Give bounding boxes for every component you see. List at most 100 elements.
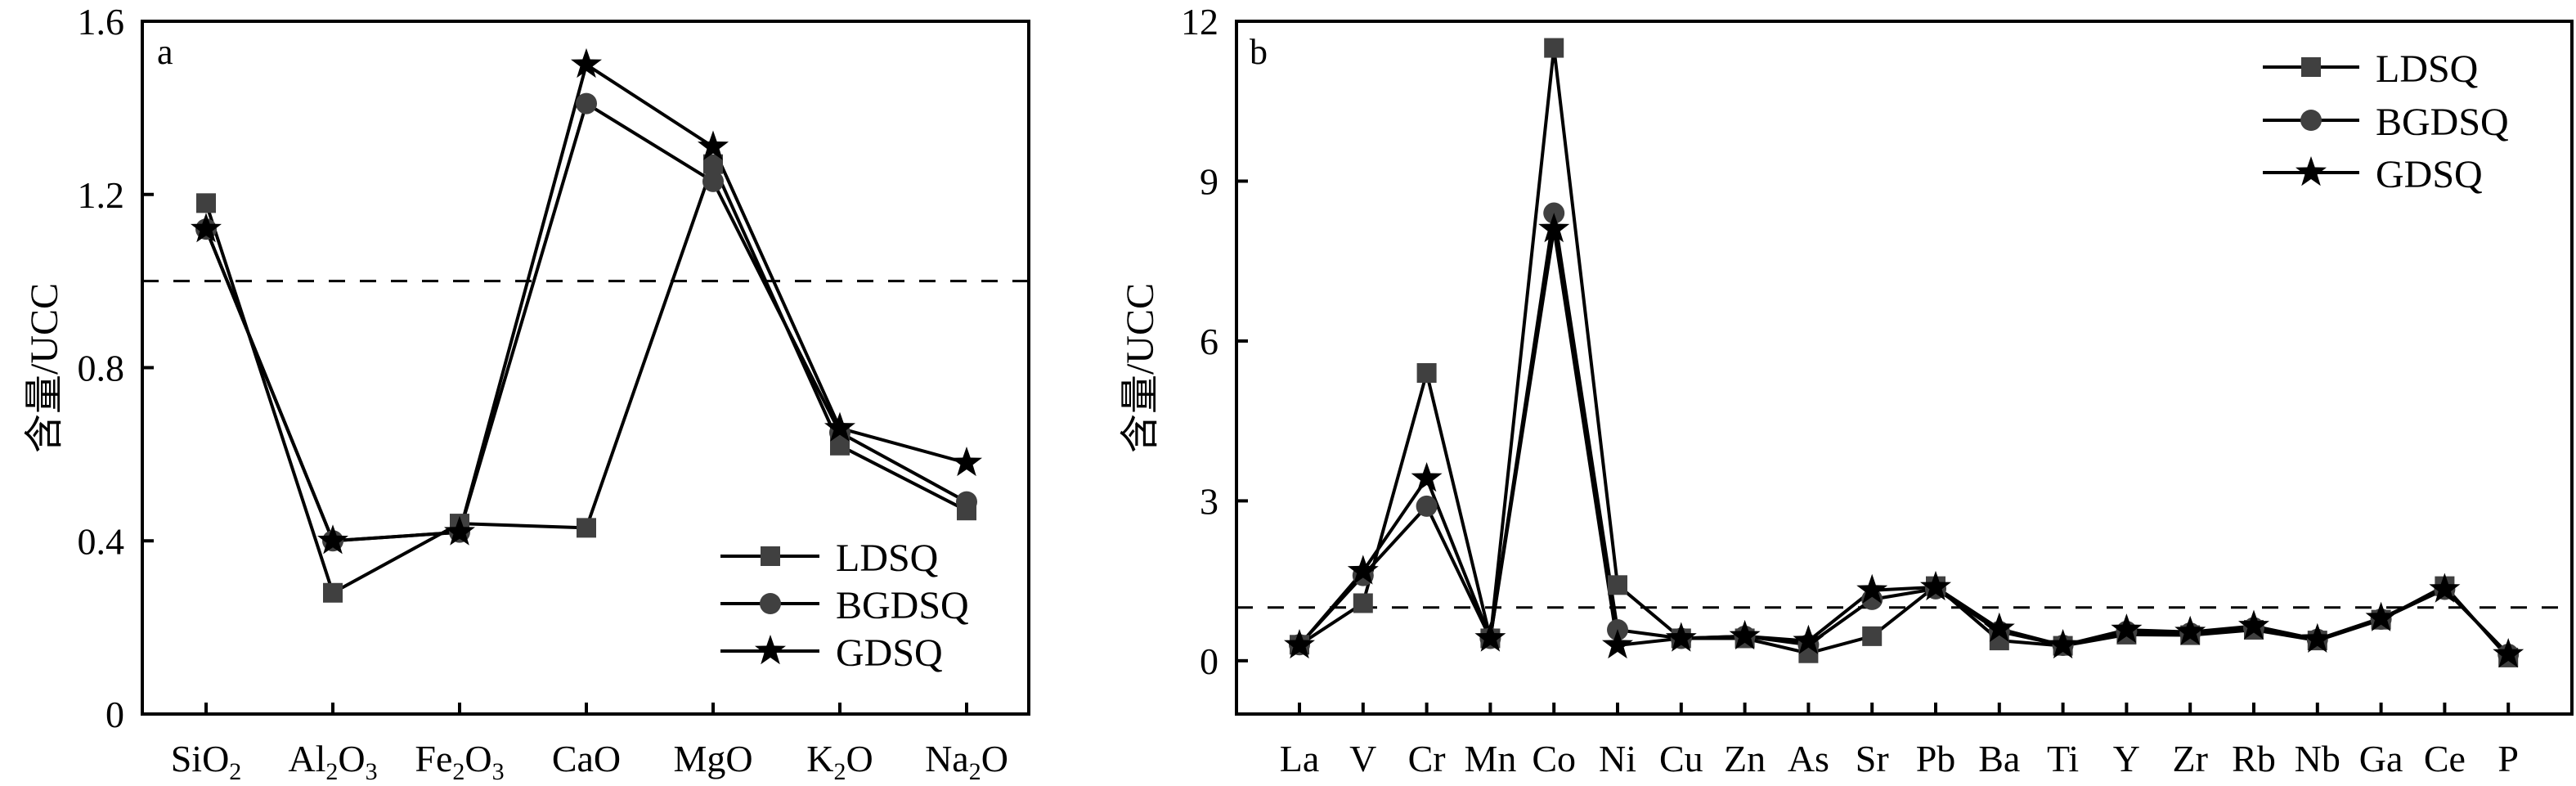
data-point-ldsq-al2o3 [323, 582, 343, 603]
series-bgdsq-markers [195, 92, 977, 552]
x-tick-label: Rb [2232, 738, 2276, 779]
y-tick-label: 1.2 [78, 174, 125, 216]
circle-marker-icon [760, 593, 781, 614]
data-point-gdsq-pb [1920, 570, 1951, 601]
x-tick-label: P [2497, 738, 2519, 779]
data-point-gdsq-ni [1602, 629, 1633, 659]
data-point-gdsq-y [2111, 613, 2143, 644]
legend-item-ldsq: LDSQ [720, 537, 938, 580]
legend-item-bgdsq: BGDSQ [720, 584, 969, 627]
series-line-gdsq [1298, 227, 2510, 656]
data-point-gdsq-cao [571, 47, 602, 79]
data-point-gdsq-k2o [824, 411, 855, 442]
data-point-ldsq-ni [1608, 575, 1627, 595]
y-tick-label: 0 [105, 694, 124, 735]
data-point-gdsq-co [1538, 213, 1570, 243]
x-tick-label: Ce [2424, 738, 2466, 779]
data-point-bgdsq-cao [576, 92, 597, 115]
x-tick-label: Cr [1408, 738, 1446, 779]
data-point-ldsq-co [1544, 38, 1564, 58]
x-tick-label: V [1349, 738, 1376, 779]
y-axis-title: 含量/UCC [1119, 283, 1162, 453]
x-tick-label: Zr [2172, 738, 2207, 779]
data-point-ldsq-sr [1862, 626, 1883, 646]
legend-label: GDSQ [2376, 153, 2483, 196]
series-line-gdsq [204, 62, 967, 543]
data-point-ldsq-sio2 [196, 193, 216, 213]
data-point-gdsq-fe2o3 [444, 515, 475, 546]
y-tick-label: 0.4 [78, 520, 125, 562]
data-point-gdsq-zn [1729, 619, 1761, 650]
x-tick-label: Nb [2295, 738, 2340, 779]
series-line-ldsq [1298, 46, 2510, 659]
data-point-gdsq-cu [1665, 622, 1697, 652]
data-point-gdsq-cr [1411, 462, 1443, 492]
square-marker-icon [2301, 57, 2321, 77]
x-tick-label: Pb [1916, 738, 1956, 779]
data-point-bgdsq-mgo [702, 170, 724, 192]
x-tick-label: Mn [1464, 738, 1516, 779]
x-tick-label: Y [2113, 738, 2140, 779]
legend-label: GDSQ [836, 631, 943, 675]
data-point-bgdsq-cr [1416, 495, 1438, 517]
data-point-gdsq-ba [1983, 612, 2015, 642]
data-point-gdsq-rb [2238, 609, 2269, 640]
legend-item-gdsq: GDSQ [2263, 153, 2483, 196]
panel-letter: a [157, 32, 173, 72]
data-point-bgdsq-na2o [956, 491, 977, 513]
data-point-gdsq-ti [2047, 629, 2079, 659]
series-line-bgdsq [204, 101, 967, 543]
x-tick-label: Sr [1856, 738, 1889, 779]
x-tick-label: Ti [2047, 738, 2079, 779]
x-tick-label: MgO [673, 738, 752, 779]
data-point-gdsq-la [1284, 629, 1315, 659]
x-tick-label: As [1788, 738, 1829, 779]
panel-letter: b [1250, 32, 1268, 72]
data-point-gdsq-nb [2301, 622, 2333, 653]
legend-label: BGDSQ [836, 584, 969, 627]
data-point-ldsq-v [1353, 593, 1373, 613]
x-tick-label: SiO2 [171, 738, 242, 785]
x-tick-label: Ga [2359, 738, 2403, 779]
legend-item-ldsq: LDSQ [2263, 47, 2478, 91]
legend-label: BGDSQ [2376, 101, 2509, 144]
series-gdsq-markers [191, 47, 982, 555]
series-gdsq-markers [1284, 213, 2524, 668]
y-tick-label: 3 [1200, 480, 1218, 522]
data-point-gdsq-p [2493, 638, 2524, 668]
y-tick-label: 6 [1200, 321, 1218, 362]
star-marker-icon [2296, 156, 2327, 186]
legend-item-bgdsq: BGDSQ [2263, 101, 2509, 144]
x-tick-label: Co [1532, 738, 1576, 779]
data-point-gdsq-ga [2365, 601, 2397, 631]
data-point-ldsq-cao [577, 518, 596, 538]
y-tick-label: 0 [1200, 640, 1218, 682]
data-point-gdsq-mn [1474, 622, 1506, 652]
panel-a-chart: 0 0.4 0.8 1.2 1.6 SiO2 Al2O3 Fe2O3 CaO MgO K2O Na2O… [23, 1, 1030, 785]
data-point-gdsq-sr [1856, 573, 1888, 604]
x-tick-label: La [1280, 738, 1320, 779]
star-marker-icon [755, 635, 786, 665]
x-tick-label: CaO [552, 738, 621, 779]
y-axis-title: 含量/UCC [23, 283, 66, 453]
legend-label: LDSQ [836, 537, 938, 580]
x-tick-label: Ni [1599, 738, 1636, 779]
data-point-gdsq-zr [2174, 615, 2206, 645]
data-point-gdsq-sio2 [191, 213, 222, 243]
y-tick-label: 12 [1181, 1, 1218, 43]
x-tick-label: Cu [1659, 738, 1703, 779]
data-point-gdsq-mgo [698, 130, 729, 160]
legend-item-gdsq: GDSQ [720, 631, 943, 675]
data-point-gdsq-ce [2429, 573, 2461, 603]
data-point-gdsq-v [1347, 555, 1379, 585]
x-tick-label: Ba [1978, 738, 2020, 779]
legend-label: LDSQ [2376, 47, 2478, 91]
y-tick-label: 9 [1200, 160, 1218, 202]
x-tick-label: Na2O [925, 738, 1008, 785]
x-tick-label: Zn [1724, 738, 1766, 779]
data-point-gdsq-al2o3 [317, 524, 348, 555]
x-tick-label: Fe2O3 [415, 738, 504, 785]
legend: LDSQ BGDSQ GDSQ [2263, 47, 2509, 196]
